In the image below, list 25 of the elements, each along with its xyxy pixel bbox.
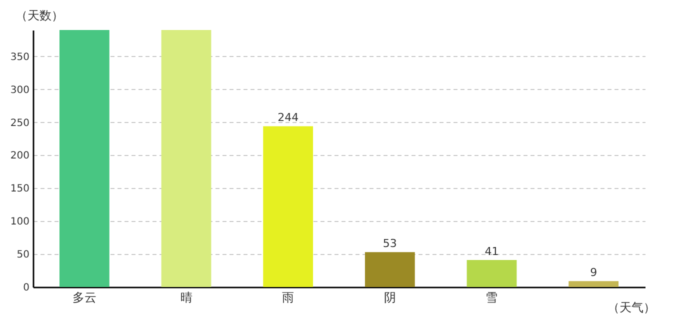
x-axis-title: （天气） bbox=[608, 300, 656, 314]
x-tick-label: 雨 bbox=[282, 290, 294, 304]
y-tick-label: 300 bbox=[10, 84, 30, 96]
data-label: 41 bbox=[484, 244, 499, 258]
bar bbox=[364, 252, 415, 287]
data-label: 244 bbox=[278, 111, 299, 124]
y-tick-label: 150 bbox=[10, 184, 30, 195]
x-tick-label: 晴 bbox=[180, 290, 192, 304]
bar bbox=[568, 281, 619, 287]
y-tick-label: 100 bbox=[10, 216, 30, 228]
bar bbox=[161, 30, 212, 287]
bar bbox=[59, 30, 110, 287]
x-tick-label: 多云 bbox=[72, 290, 96, 304]
bar bbox=[263, 126, 314, 287]
x-tick-label: 雪 bbox=[486, 290, 498, 304]
y-tick-label: 250 bbox=[10, 118, 30, 129]
y-tick-label: 200 bbox=[10, 150, 30, 162]
y-tick-label: 50 bbox=[16, 250, 30, 261]
data-label: 53 bbox=[382, 237, 397, 250]
y-tick-label: 350 bbox=[10, 52, 30, 63]
data-label: 9 bbox=[590, 266, 598, 280]
bar bbox=[466, 260, 517, 287]
y-tick-label: 0 bbox=[23, 282, 30, 294]
y-axis-title: （天数） bbox=[16, 8, 64, 22]
x-tick-label: 阴 bbox=[384, 290, 396, 304]
